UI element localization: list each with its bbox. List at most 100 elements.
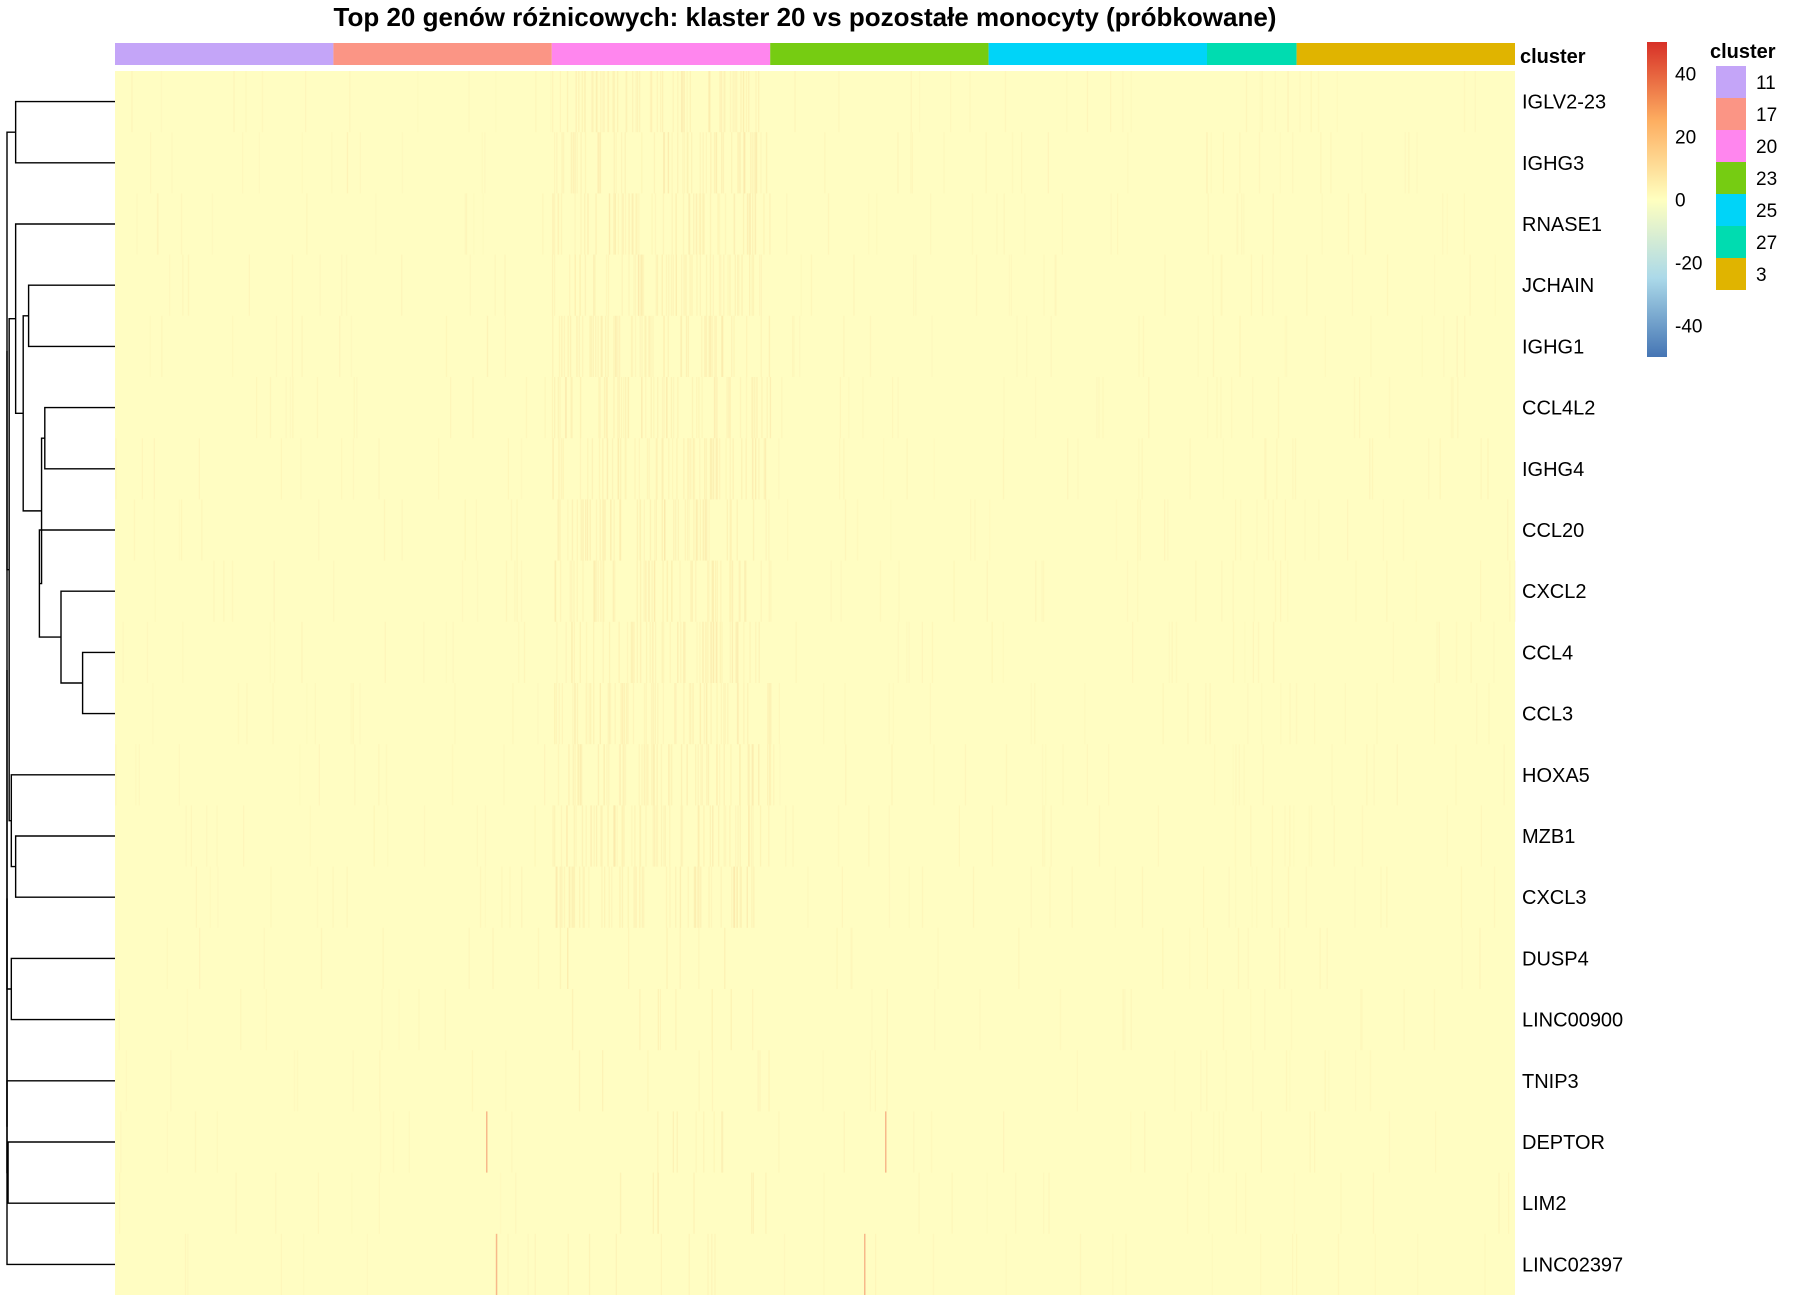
cell-stripe	[1234, 805, 1237, 867]
cell-stripe	[685, 254, 687, 316]
dendrogram-branch	[27, 284, 115, 348]
cell-stripe	[680, 621, 682, 683]
cell-stripe	[1493, 866, 1496, 928]
cell-stripe	[256, 377, 258, 439]
cell-stripe	[607, 254, 610, 316]
cell-stripe	[886, 989, 888, 1051]
cell-stripe	[1498, 1172, 1500, 1234]
cell-stripe	[581, 805, 584, 867]
cell-stripe	[590, 805, 592, 867]
cell-stripe	[346, 132, 349, 194]
legend-label: 17	[1756, 105, 1777, 126]
cell-stripe	[652, 315, 654, 377]
cell-stripe	[586, 499, 588, 561]
cell-stripe	[1287, 71, 1289, 133]
cell-stripe	[712, 560, 714, 622]
cell-stripe	[1503, 744, 1505, 806]
cell-stripe	[773, 744, 775, 806]
cell-stripe	[681, 71, 683, 133]
cell-stripe	[576, 132, 578, 194]
cell-stripe	[154, 560, 156, 622]
cell-stripe	[356, 377, 358, 439]
cell-stripe	[475, 499, 477, 561]
cell-stripe	[170, 1050, 172, 1112]
cell-stripe	[605, 377, 607, 439]
cell-stripe	[1010, 254, 1012, 316]
cell-stripe	[681, 805, 684, 867]
cell-stripe	[755, 132, 757, 194]
cell-stripe	[1439, 438, 1441, 500]
cell-stripe	[631, 193, 633, 255]
cell-stripe	[643, 499, 645, 561]
cell-stripe	[711, 989, 713, 1051]
cell-stripe	[652, 683, 654, 745]
cell-stripe	[1162, 927, 1164, 989]
chart-title: Top 20 genów różnicowych: klaster 20 vs …	[334, 2, 1277, 32]
cell-stripe	[688, 499, 690, 561]
cell-stripe	[650, 683, 653, 745]
cell-stripe	[709, 438, 712, 500]
cell-stripe	[1284, 805, 1286, 867]
cell-stripe	[381, 989, 383, 1051]
cell-stripe	[655, 438, 657, 500]
cell-stripe	[752, 805, 754, 867]
cell-stripe	[569, 560, 571, 622]
cell-stripe	[714, 377, 716, 439]
cell-stripe	[495, 71, 497, 133]
cell-stripe	[710, 683, 712, 745]
cell-stripe	[593, 805, 595, 867]
cell-stripe	[756, 377, 758, 439]
cell-stripe	[830, 560, 832, 622]
cell-stripe	[576, 560, 578, 622]
cell-stripe	[350, 315, 353, 377]
cell-stripe	[618, 621, 620, 683]
cell-stripe	[301, 621, 303, 683]
cell-stripe	[648, 438, 650, 500]
cell-stripe	[705, 438, 708, 500]
cell-stripe	[758, 438, 760, 500]
cell-stripe	[557, 377, 559, 439]
cell-stripe	[115, 438, 117, 500]
cell-stripe	[869, 1050, 871, 1112]
cell-stripe	[1225, 1050, 1227, 1112]
cell-stripe	[503, 744, 505, 806]
cell-stripe	[767, 683, 769, 745]
cell-stripe	[708, 315, 710, 377]
cell-stripe	[559, 499, 561, 561]
cell-stripe	[624, 744, 627, 806]
cell-stripe	[636, 621, 638, 683]
cell-stripe	[582, 866, 584, 928]
cell-stripe	[585, 683, 587, 745]
cell-stripe	[751, 744, 753, 806]
gene-label: IGHG3	[1522, 153, 1584, 175]
cell-stripe	[721, 132, 723, 194]
gene-label: CCL3	[1522, 704, 1573, 726]
cell-stripe	[703, 683, 705, 745]
cell-stripe	[705, 499, 707, 561]
cell-stripe	[352, 1050, 354, 1112]
cell-stripe	[568, 866, 570, 928]
cell-stripe	[570, 132, 573, 194]
cell-stripe	[730, 499, 732, 561]
cell-stripe	[557, 193, 560, 255]
cell-stripe	[579, 621, 581, 683]
cell-stripe	[970, 499, 972, 561]
cell-stripe	[242, 132, 244, 194]
cell-stripe	[616, 315, 618, 377]
cell-stripe	[600, 560, 602, 622]
cell-stripe	[1442, 193, 1444, 255]
cell-stripe	[1260, 1233, 1262, 1295]
cell-stripe	[476, 805, 478, 867]
cell-stripe	[1271, 805, 1274, 867]
cell-stripe	[807, 866, 809, 928]
cell-stripe	[731, 621, 734, 683]
cell-stripe	[296, 1050, 299, 1112]
heatmap-body	[115, 71, 1516, 1295]
cell-stripe	[157, 193, 159, 255]
cell-stripe	[161, 315, 163, 377]
cell-stripe	[683, 438, 685, 500]
cell-stripe	[499, 1172, 502, 1234]
cell-stripe	[875, 1233, 877, 1295]
cell-stripe	[732, 71, 734, 133]
cell-stripe	[561, 315, 563, 377]
